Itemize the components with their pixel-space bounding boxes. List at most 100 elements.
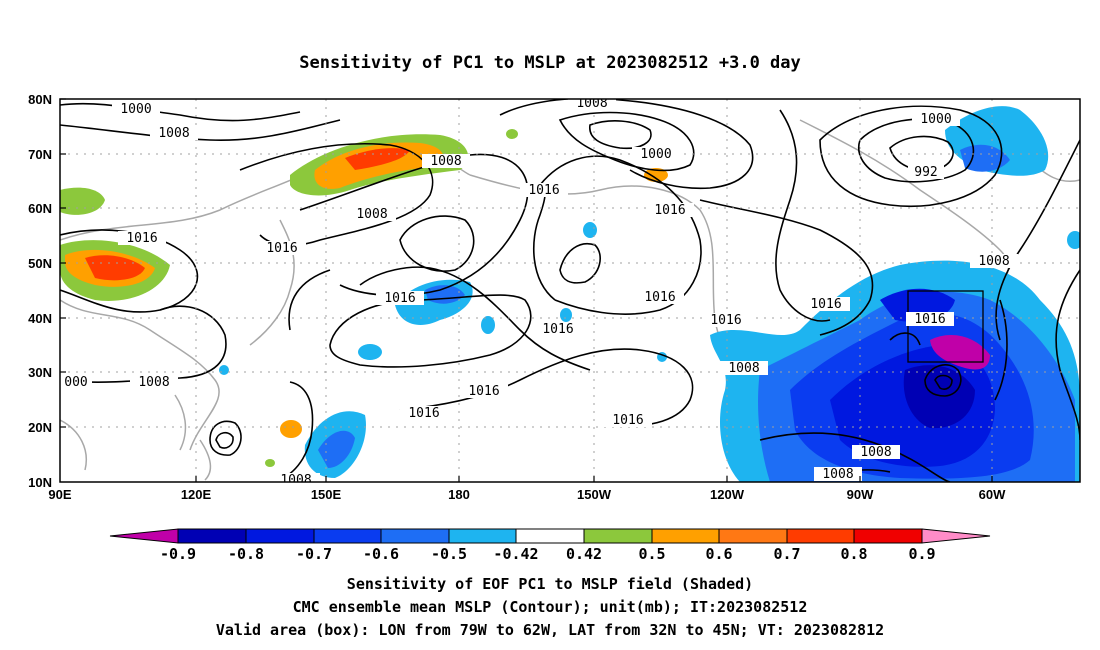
contour-label: 992 [908,165,944,180]
caption: Sensitivity of EOF PC1 to MSLP field (Sh… [216,575,884,639]
colorbar-label: 0.42 [566,545,602,563]
svg-text:1016: 1016 [654,203,685,218]
svg-text:1016: 1016 [266,241,297,256]
svg-text:1016: 1016 [384,291,415,306]
colorbar-label: -0.9 [160,545,196,563]
colorbar-label: 0.9 [908,545,935,563]
shade-negative [1067,231,1080,249]
map-title: Sensitivity of PC1 to MSLP at 2023082512… [299,53,801,73]
colorbar-label: 0.6 [705,545,732,563]
colorbar-cell [177,528,247,544]
lon-label: 120E [181,487,212,502]
contour-label: 1008 [852,445,900,460]
lat-label: 40N [28,311,52,326]
map-panel: 1000 1008 1016 1016 1008 1008 1016 1008 … [28,92,1081,502]
contour-label: 1008 [272,473,320,488]
colorbar-cell [448,528,517,544]
colorbar-cell [786,528,855,544]
contour-label: 1016 [376,291,424,306]
shade-positive [644,168,668,182]
contour-label: 1016 [400,406,448,421]
shade-negative [903,365,975,429]
svg-text:1008: 1008 [280,473,311,488]
contour-label: 1008 [970,254,1018,269]
coastline-asia-east [60,299,220,451]
contour-label: 1016 [604,413,652,428]
contour-label: 1008 [720,361,768,376]
svg-text:1016: 1016 [644,290,675,305]
colorbar-label: -0.5 [431,545,467,563]
contour-label: 1008 [814,467,862,482]
contour-line [559,243,601,284]
colorbar-cell [583,528,653,544]
latitude-labels: 80N 70N 60N 50N 40N 30N 20N 10N [28,92,52,490]
coastline-japan [249,219,295,346]
svg-text:1008: 1008 [158,126,189,141]
contour-labels: 1000 1008 1016 1016 1008 1008 1016 1008 … [60,99,1018,488]
shade-negative [930,335,990,370]
contour-line [1055,269,1080,441]
axis-ticks [60,98,993,482]
contour-label: 1016 [636,290,684,305]
svg-text:1016: 1016 [810,297,841,312]
svg-text:992: 992 [914,165,937,180]
shade-positive [280,420,302,438]
colorbar-cell [515,528,585,544]
svg-text:1016: 1016 [528,183,559,198]
coastline-south-asia [60,419,87,471]
svg-text:000: 000 [64,375,87,390]
contour-line [995,139,1080,341]
svg-text:1008: 1008 [728,361,759,376]
contour-label: 1016 [906,312,954,327]
contour-line [889,299,1008,401]
shade-positive [345,148,410,170]
contour-line [209,420,242,456]
contour-label: 1016 [460,384,508,399]
caption-line: Sensitivity of EOF PC1 to MSLP field (Sh… [347,575,753,593]
svg-text:1016: 1016 [468,384,499,399]
contour-line [60,102,301,122]
colorbar-cell [245,528,315,544]
contour-label: 1000 [112,102,160,117]
contour-line [759,432,951,482]
contour-line [60,229,199,313]
colorbar-cell [109,528,179,544]
lon-label: 90E [48,487,71,502]
svg-text:1016: 1016 [408,406,439,421]
shade-negative [583,222,597,238]
lon-label: 150E [311,487,342,502]
colorbar-label: 0.5 [638,545,665,563]
svg-text:1008: 1008 [138,375,169,390]
shade-positive [265,459,275,467]
lat-label: 70N [28,147,52,162]
svg-text:1016: 1016 [542,322,573,337]
contour-line [558,111,695,172]
contour-line [934,374,953,390]
contour-line [889,135,954,172]
contour-line [288,269,331,331]
colorbar-label: 0.7 [773,545,800,563]
contour-line [60,305,227,383]
svg-text:1000: 1000 [640,147,671,162]
svg-text:1000: 1000 [920,112,951,127]
colorbar-label: -0.7 [296,545,332,563]
contour-line [239,142,434,247]
colorbar-cell [651,528,720,544]
contour-line [539,155,702,315]
contour-line [589,120,652,150]
shade-negative [960,144,1010,172]
colorbar-label: 0.8 [840,545,867,563]
contour-label: 1008 [348,207,396,222]
svg-text:1016: 1016 [914,312,945,327]
shade-positive [506,129,518,139]
contour-label: 1008 [130,375,178,390]
colorbar-cell [313,528,382,544]
contour-label: 1008 [568,99,616,111]
contour-line [215,431,234,449]
lon-label: 120W [710,487,745,502]
contour-label: 1016 [646,203,694,218]
svg-text:1008: 1008 [430,154,461,169]
svg-text:1008: 1008 [978,254,1009,269]
contour-line [60,119,341,142]
